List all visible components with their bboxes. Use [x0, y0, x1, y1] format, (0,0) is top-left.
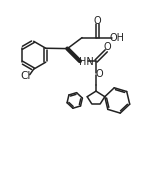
- Text: O: O: [94, 16, 101, 26]
- Text: HN: HN: [79, 57, 94, 67]
- Text: O: O: [104, 42, 111, 52]
- Text: OH: OH: [109, 33, 124, 43]
- Text: Cl: Cl: [20, 71, 31, 81]
- Text: O: O: [95, 69, 103, 79]
